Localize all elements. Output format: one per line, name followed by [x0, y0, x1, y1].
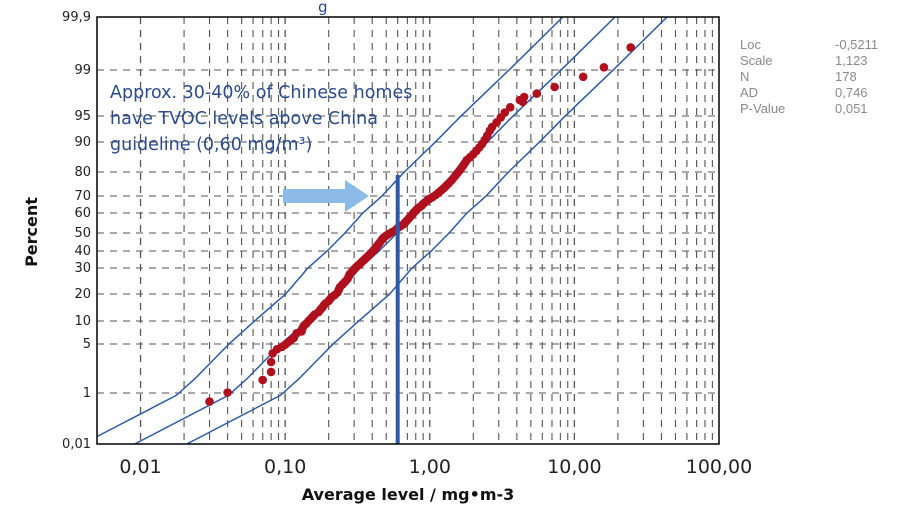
- data-point: [550, 82, 559, 92]
- annotation-line-3: guideline (0,60 mg/m³): [110, 135, 312, 155]
- y-tick-label: 20: [74, 287, 91, 302]
- plot-area: [97, 17, 719, 444]
- stat-value-ad: 0,746: [835, 85, 868, 100]
- x-tick-label: 100,00: [686, 456, 752, 478]
- stat-label-scale: Scale: [740, 53, 773, 68]
- x-tick-label: 0,10: [264, 456, 306, 478]
- stat-value-loc: -0,5211: [835, 37, 878, 52]
- data-point: [626, 43, 635, 52]
- x-tick-label: 10,00: [547, 456, 601, 478]
- annotation-line-2: have TVOC levels above China: [110, 109, 378, 129]
- data-point: [532, 89, 542, 98]
- annotation-line-1: Approx. 30-40% of Chinese homes: [110, 83, 412, 103]
- arrow-icon: [283, 180, 369, 212]
- y-tick-labels: 0,01 1 5 10 20 30 40 50 60 70 80 90 95 99 99,9: [62, 10, 91, 452]
- stat-label-loc: Loc: [740, 37, 761, 52]
- stat-value-scale: 1,123: [835, 53, 868, 68]
- stats-panel: Loc -0,5211 Scale 1,123 N 178 AD 0,746 P…: [740, 37, 878, 116]
- fit-line-upper: [186, 17, 668, 444]
- annotation: Approx. 30-40% of Chinese homes have TVO…: [110, 83, 412, 155]
- data-point: [518, 97, 528, 107]
- data-point: [599, 63, 609, 72]
- x-tick-labels: 0,01 0,10 1,00 10,00 100,00: [119, 456, 752, 478]
- x-tick-label: 1,00: [409, 456, 451, 478]
- y-tick-label: 0,01: [62, 437, 91, 452]
- data-points: [205, 43, 635, 406]
- y-tick-label: 60: [74, 206, 91, 221]
- guideline-group: [283, 175, 400, 444]
- y-tick-label: 30: [74, 261, 91, 276]
- stat-label-pvalue: P-Value: [740, 101, 785, 116]
- stat-value-n: 178: [835, 69, 857, 84]
- x-axis-label: Average level / mg•m-3: [302, 485, 515, 504]
- stat-label-n: N: [740, 69, 749, 84]
- y-axis-label: Percent: [22, 197, 41, 267]
- y-tick-label: 1: [83, 386, 91, 401]
- data-point: [266, 357, 276, 367]
- data-point: [500, 108, 510, 117]
- y-tick-label: 70: [74, 189, 91, 204]
- y-tick-label: 80: [74, 165, 91, 180]
- fit-line-lower: [97, 17, 564, 438]
- y-tick-label: 5: [83, 337, 91, 352]
- data-point: [223, 388, 232, 397]
- stat-value-pvalue: 0,051: [835, 101, 868, 116]
- y-tick-label: 40: [74, 244, 91, 259]
- y-tick-label: 95: [74, 109, 91, 124]
- y-tick-label: 90: [74, 135, 91, 150]
- data-point: [258, 375, 268, 385]
- title-fragment: g: [318, 0, 328, 16]
- y-tick-label: 50: [74, 226, 91, 241]
- y-tick-label: 99: [74, 63, 91, 78]
- data-point: [266, 367, 276, 377]
- y-tick-label: 99,9: [62, 10, 91, 25]
- x-tick-label: 0,01: [119, 456, 161, 478]
- stat-label-ad: AD: [740, 85, 758, 100]
- plot-frame: [96, 16, 720, 445]
- data-point: [578, 72, 588, 82]
- data-point: [205, 397, 214, 406]
- y-tick-label: 10: [74, 314, 91, 329]
- data-point: [505, 103, 515, 112]
